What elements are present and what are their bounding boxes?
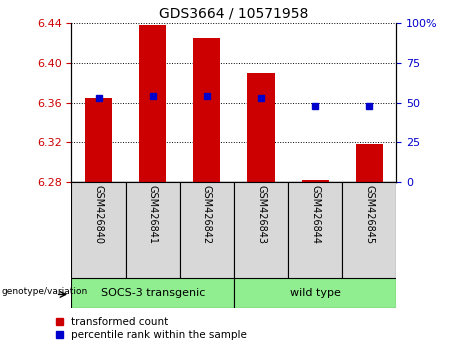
- Text: GSM426842: GSM426842: [202, 185, 212, 244]
- Text: GSM426845: GSM426845: [364, 185, 374, 244]
- Text: GSM426843: GSM426843: [256, 185, 266, 244]
- Legend: transformed count, percentile rank within the sample: transformed count, percentile rank withi…: [53, 315, 249, 342]
- Bar: [234, 182, 288, 278]
- Text: GSM426841: GSM426841: [148, 185, 158, 244]
- Text: GSM426840: GSM426840: [94, 185, 104, 244]
- Bar: [71, 182, 125, 278]
- Text: SOCS-3 transgenic: SOCS-3 transgenic: [100, 288, 205, 298]
- Bar: [85, 98, 112, 182]
- Text: genotype/variation: genotype/variation: [1, 287, 88, 296]
- Bar: [193, 38, 220, 182]
- Bar: [356, 144, 383, 182]
- Bar: [139, 25, 166, 182]
- Bar: [301, 180, 329, 182]
- Bar: [248, 73, 275, 182]
- Bar: [180, 182, 234, 278]
- Bar: [125, 182, 180, 278]
- Bar: [234, 278, 396, 308]
- Bar: [288, 182, 342, 278]
- Text: GSM426844: GSM426844: [310, 185, 320, 244]
- Bar: [342, 182, 396, 278]
- Bar: [71, 278, 234, 308]
- Title: GDS3664 / 10571958: GDS3664 / 10571958: [159, 6, 309, 21]
- Text: wild type: wild type: [290, 288, 341, 298]
